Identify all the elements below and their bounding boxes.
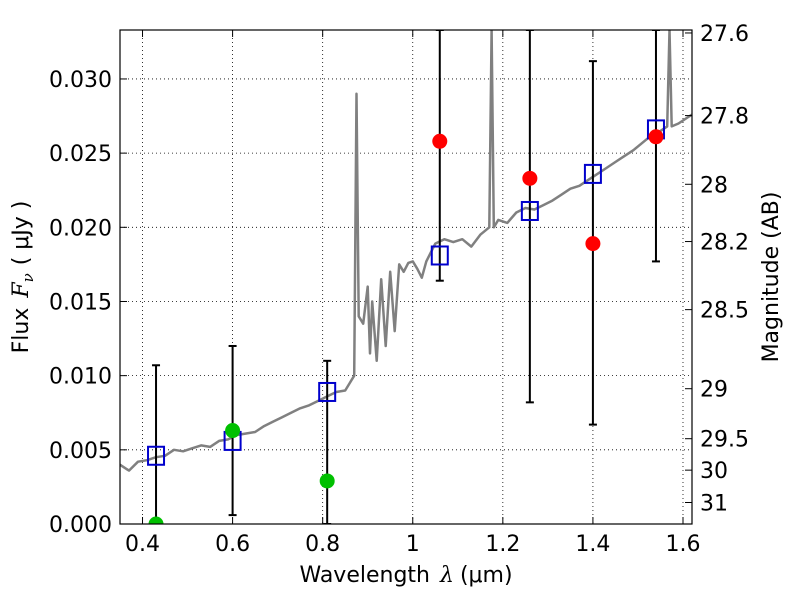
y-tick-label: 0.030 (49, 68, 112, 93)
x-axis-label-text: Wavelength (299, 563, 430, 588)
y-axis-label-subscript: ν (19, 273, 37, 282)
plot-frame (119, 29, 693, 525)
y-tick-label: 0.005 (49, 439, 112, 464)
y-tick-label: 0.025 (49, 142, 112, 167)
x-axis-label-unit: (μm) (460, 563, 513, 588)
y2-tick-label: 31 (700, 491, 728, 516)
y-axis-label-symbol: F (9, 282, 34, 299)
model-photometry-square (520, 200, 539, 221)
y-tick-label: 0.020 (49, 216, 112, 241)
y-axis-label: Flux Fν ( μJy ) (9, 201, 37, 354)
grid-lines (120, 30, 692, 524)
y-tick-label: 0.015 (49, 290, 112, 315)
axis-ticks: 0.4 0.6 0.8 1 1.2 1.4 1.6 0.000 0.005 0.010 0.015 0… (49, 22, 749, 557)
y2-axis-label: Magnitude (AB) (759, 192, 784, 363)
x-axis-label-symbol: λ (439, 563, 454, 588)
spectrum-line (120, 30, 692, 472)
observed-flux-point (225, 423, 241, 439)
x-tick-label: 1.2 (485, 532, 520, 557)
y-axis-label-text: Flux (9, 308, 34, 354)
y-tick-label: 0.000 (49, 513, 112, 538)
model-photometry-square (147, 445, 166, 466)
observed-flux-point (648, 129, 664, 145)
y2-tick-label: 29 (700, 378, 728, 403)
y2-tick-label: 28.2 (700, 231, 749, 256)
y2-tick-label: 28.5 (700, 299, 749, 324)
observed-flux-point (432, 133, 448, 149)
x-tick-label: 0.8 (305, 532, 340, 557)
model-photometry-square (430, 245, 449, 266)
model-photometry-square (583, 163, 602, 184)
observed-flux-point (319, 473, 335, 489)
data-layer (120, 30, 692, 524)
y2-tick-label: 27.8 (700, 105, 749, 130)
model-photometry-square (318, 381, 337, 402)
y-axis-label-unit: ( μJy ) (9, 201, 34, 266)
x-tick-label: 1.4 (575, 532, 610, 557)
y2-tick-label: 27.6 (700, 22, 749, 47)
observed-flux-point (585, 236, 601, 252)
observed-flux-point (148, 516, 164, 524)
y2-tick-label: 30 (700, 459, 728, 484)
observed-flux-point (522, 170, 538, 186)
x-tick-label: 1.6 (665, 532, 700, 557)
y2-tick-label: 29.5 (700, 428, 749, 453)
x-tick-label: 0.6 (215, 532, 250, 557)
y-tick-label: 0.010 (49, 365, 112, 390)
x-tick-label: 1 (406, 532, 420, 557)
x-axis-label: Wavelength λ (μm) (299, 563, 512, 588)
x-tick-label: 0.4 (125, 532, 160, 557)
y2-tick-label: 28 (700, 173, 728, 198)
